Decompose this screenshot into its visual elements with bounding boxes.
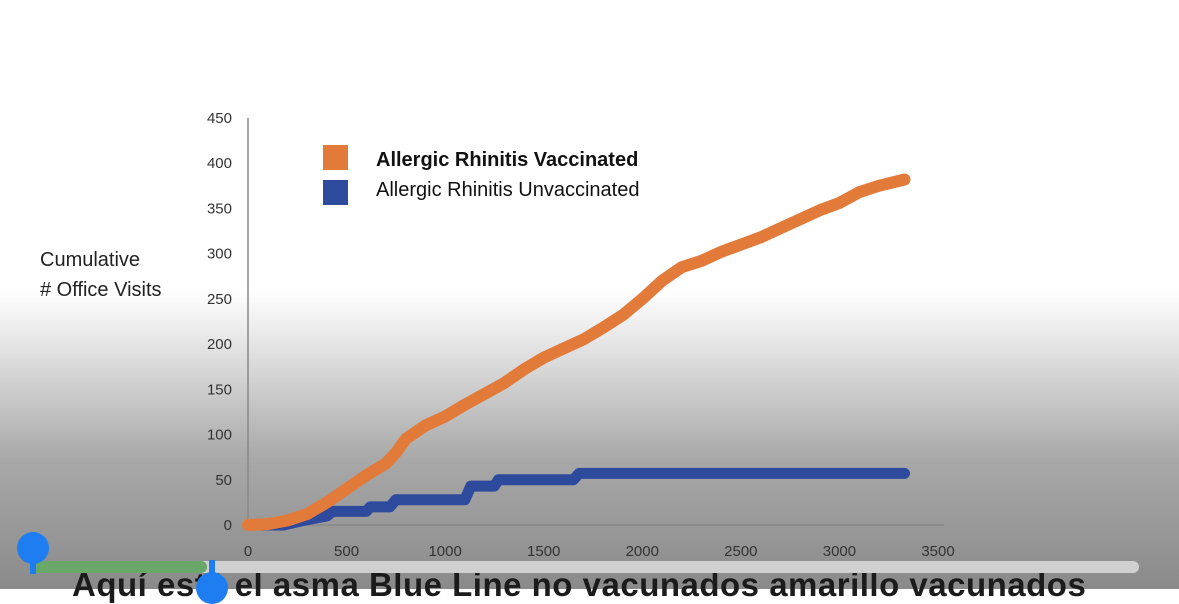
x-tick-label: 2000 (626, 543, 659, 560)
chart: Cumulative # Office Visits 0 50 100 150 200 2… (40, 110, 955, 560)
y-tick-label: 0 (224, 517, 232, 534)
y-tick-label: 250 (207, 291, 232, 308)
series-line-vaccinated (242, 173, 911, 531)
x-tick-label: 3500 (921, 543, 954, 560)
x-tick-label: 500 (334, 543, 359, 560)
x-tick-label: 0 (244, 543, 252, 560)
x-tick-label: 2500 (724, 543, 757, 560)
y-tick-label: 200 (207, 336, 232, 353)
y-tick-labels: 0 50 100 150 200 250 300 350 400 450 (207, 110, 232, 534)
player-progress-fill (30, 561, 208, 573)
selection-end-handle-icon[interactable] (196, 560, 228, 604)
legend-label-unvaccinated: Allergic Rhinitis Unvaccinated (376, 179, 639, 201)
player-timeline-bar[interactable] (30, 561, 1139, 573)
legend-swatch-vaccinated (323, 145, 348, 170)
x-tick-label: 1000 (428, 543, 461, 560)
y-tick-label: 350 (207, 200, 232, 217)
legend-label-vaccinated: Allergic Rhinitis Vaccinated (376, 149, 638, 171)
legend: Allergic Rhinitis Vaccinated Allergic Rh… (323, 145, 639, 205)
x-tick-label: 3000 (823, 543, 856, 560)
y-axis-label-line-1: Cumulative (40, 249, 140, 271)
series-layer (242, 173, 911, 531)
y-axis-label: Cumulative # Office Visits (40, 249, 162, 301)
x-tick-labels: 0 500 1000 1500 2000 2500 3000 3500 (244, 543, 955, 560)
y-tick-label: 150 (207, 381, 232, 398)
x-tick-label: 1500 (527, 543, 560, 560)
y-tick-label: 100 (207, 427, 232, 444)
y-tick-label: 300 (207, 246, 232, 263)
y-tick-label: 50 (215, 472, 232, 489)
y-tick-label: 450 (207, 110, 232, 127)
selection-start-handle-icon[interactable] (17, 532, 49, 574)
y-tick-label: 400 (207, 155, 232, 172)
series-line-unvaccinated (242, 467, 910, 531)
y-axis-label-line-2: # Office Visits (40, 279, 162, 301)
legend-swatch-unvaccinated (323, 180, 348, 205)
